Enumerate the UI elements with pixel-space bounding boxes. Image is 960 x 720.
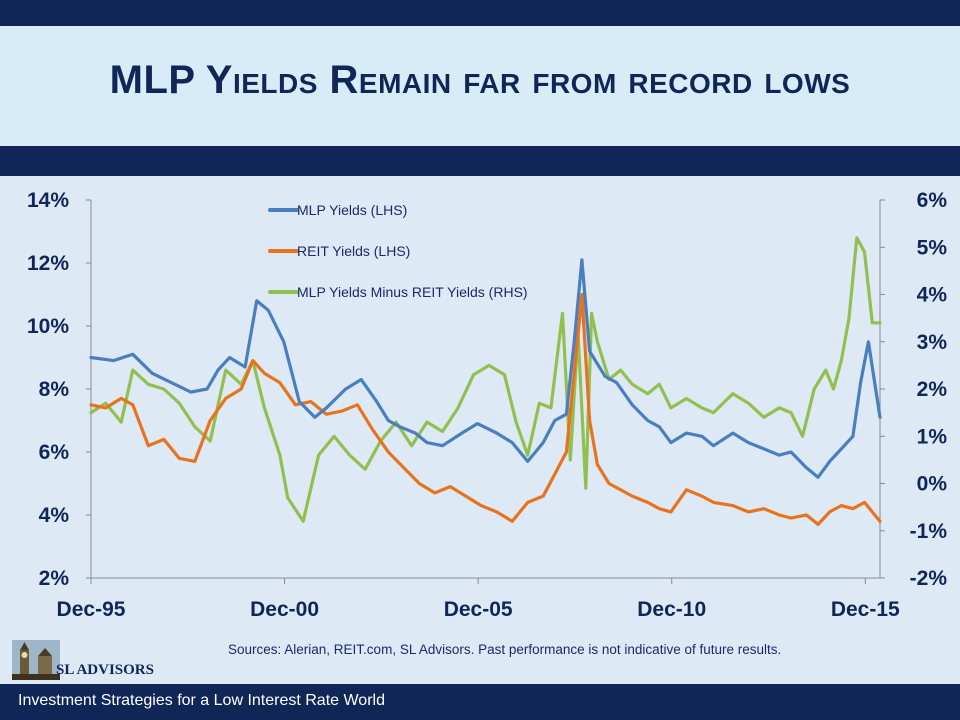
logo-text: SL ADVISORS	[56, 662, 154, 678]
y-right-tick-label: 4%	[917, 284, 948, 307]
title-panel	[0, 26, 960, 144]
divider-band	[0, 146, 960, 176]
y-right-tick-label: -1%	[910, 520, 948, 543]
chart-area: 2% 4% 6% 8% 10% 12% 14% -2% -1% 0% 1% 2% 3% 4% 5% 6% Dec…	[0, 176, 960, 684]
footer-band	[0, 684, 960, 720]
legend-label: REIT Yields (LHS)	[297, 243, 410, 259]
chart-series	[89, 236, 882, 526]
footer-text: Investment Strategies for a Low Interest…	[18, 692, 385, 709]
y-right-tick-label: 0%	[917, 473, 948, 496]
x-tick-label: Dec-10	[637, 598, 706, 621]
y-left-tick-label: 10%	[27, 315, 69, 338]
y-right-tick-label: -2%	[910, 567, 948, 590]
y-right-tick-label: 6%	[917, 189, 948, 212]
series-line-mlp	[89, 258, 882, 479]
legend-label: MLP Yields (LHS)	[297, 202, 407, 218]
y-left-tick-label: 4%	[39, 504, 70, 527]
legend-label: MLP Yields Minus REIT Yields (RHS)	[297, 284, 528, 300]
top-band	[0, 0, 960, 26]
y-right-tick-label: 5%	[917, 236, 948, 259]
series-line-spread	[89, 236, 882, 523]
slide-title: MLP Yields Remain far from record lows	[109, 58, 851, 102]
y-left-tick-label: 6%	[39, 441, 70, 464]
y-right-tick-label: 3%	[917, 331, 948, 354]
series-line-reit	[89, 292, 882, 526]
line-chart: 2% 4% 6% 8% 10% 12% 14% -2% -1% 0% 1% 2% 3% 4% 5% 6% Dec…	[27, 189, 947, 621]
y-right-tick-label: 2%	[917, 378, 948, 401]
y-right-tick-label: 1%	[917, 425, 948, 448]
big-ben-icon	[12, 640, 60, 680]
x-tick-label: Dec-00	[250, 598, 319, 621]
y-left-tick-label: 2%	[39, 567, 70, 590]
chart-legend: MLP Yields (LHS) REIT Yields (LHS) MLP Yie…	[268, 202, 528, 300]
y-left-tick-label: 12%	[27, 252, 69, 275]
y-left-tick-label: 14%	[27, 189, 69, 212]
y-left-tick-label: 8%	[39, 378, 70, 401]
chart-axes: 2% 4% 6% 8% 10% 12% 14% -2% -1% 0% 1% 2% 3% 4% 5% 6% Dec…	[27, 189, 947, 621]
x-tick-label: Dec-95	[57, 598, 126, 621]
x-tick-label: Dec-05	[444, 598, 513, 621]
x-tick-label: Dec-15	[831, 598, 900, 621]
source-note: Sources: Alerian, REIT.com, SL Advisors.…	[228, 642, 782, 657]
logo	[12, 640, 172, 680]
